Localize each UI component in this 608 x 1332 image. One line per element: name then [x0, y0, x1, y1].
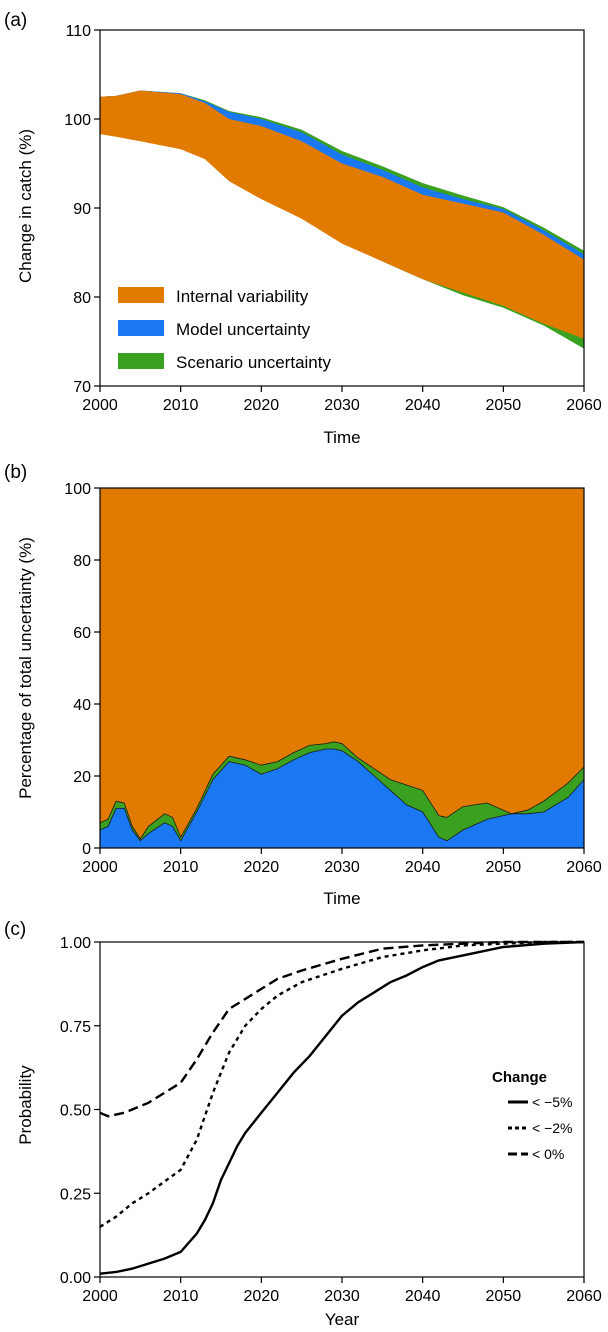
- b-xtick-label-2040: 2040: [405, 859, 441, 876]
- b-xtick-label-2050: 2050: [486, 859, 522, 876]
- c-ytick-label-1.00: 1.00: [60, 935, 91, 952]
- legend-swatch-internal-variability: [118, 287, 164, 303]
- a-ytick-label-100: 100: [64, 112, 91, 129]
- panel-c-lines: [99, 940, 585, 1275]
- area-model: [100, 749, 584, 848]
- b-xtick-label-2030: 2030: [324, 859, 360, 876]
- c-ytick-label-0.50: 0.50: [60, 1103, 91, 1120]
- a-ytick-label-70: 70: [73, 379, 91, 396]
- a-xtick-label-2060: 2060: [566, 397, 602, 414]
- panel-c-ylabel: Probability: [16, 1065, 35, 1145]
- curve-1: [99, 940, 584, 1228]
- b-ytick-label-80: 80: [73, 553, 91, 570]
- b-ytick-label-0: 0: [82, 841, 91, 858]
- c-ytick-label-0.75: 0.75: [60, 1019, 91, 1036]
- a-xtick-label-2040: 2040: [405, 397, 441, 414]
- panel-c: (c) 2000 2010 2020 2030 2040 2050 2060 0.00 0.25…: [4, 919, 602, 1329]
- b-ytick-label-100: 100: [64, 481, 91, 498]
- a-xtick-label-2020: 2020: [244, 397, 280, 414]
- panel-a-areas: [100, 90, 584, 349]
- c-xtick-label-2000: 2000: [82, 1288, 118, 1305]
- a-xtick-label-2010: 2010: [163, 397, 199, 414]
- panel-a-label: (a): [4, 10, 27, 31]
- legend-label-lt-minus5: < −5%: [532, 1094, 572, 1110]
- panel-c-axes: 2000 2010 2020 2030 2040 2050 2060 0.00 0.25 0.50…: [60, 935, 602, 1305]
- legend-swatch-scenario-uncertainty: [118, 353, 164, 369]
- c-xtick-label-2020: 2020: [244, 1288, 280, 1305]
- area-internal: [100, 488, 584, 848]
- c-ytick-label-0.00: 0.00: [60, 1270, 91, 1287]
- a-ytick-label-90: 90: [73, 201, 91, 218]
- band-internal: [100, 90, 584, 339]
- a-xtick-label-2050: 2050: [486, 397, 522, 414]
- legend-label-internal-variability: Internal variability: [176, 287, 309, 306]
- panel-c-xlabel: Year: [325, 1310, 360, 1329]
- c-ytick-label-0.25: 0.25: [60, 1186, 91, 1203]
- b-ytick-label-20: 20: [73, 769, 91, 786]
- curve-0: [99, 940, 585, 1275]
- panel-c-legend: Change < −5% < −2% < 0%: [492, 1069, 572, 1162]
- legend-label-scenario-uncertainty: Scenario uncertainty: [176, 353, 331, 372]
- c-frame: [99, 941, 585, 1278]
- legend-label-lt-0: < 0%: [532, 1146, 564, 1162]
- boundary-scenario: [99, 741, 585, 840]
- legend-label-model-uncertainty: Model uncertainty: [176, 320, 311, 339]
- panel-c-label: (c): [4, 919, 26, 940]
- panel-b: (b) 2000 2010 2020 2030 2040 2050 206002040608…: [4, 462, 602, 908]
- panel-b-xlabel: Time: [323, 889, 360, 908]
- legend-label-lt-minus2: < −2%: [532, 1120, 572, 1136]
- boundary-model: [99, 748, 585, 842]
- b-xtick-label-2010: 2010: [163, 859, 199, 876]
- panel-b-label: (b): [4, 462, 27, 483]
- b-xtick-label-2020: 2020: [244, 859, 280, 876]
- panel-a-ylabel: Change in catch (%): [16, 129, 35, 283]
- panel-b-ylabel: Percentage of total uncertainty (%): [16, 537, 35, 799]
- b-ytick-label-60: 60: [73, 625, 91, 642]
- legend-swatch-model-uncertainty: [118, 320, 164, 336]
- a-ytick-label-110: 110: [65, 23, 91, 40]
- panel-a: (a) 2000 2010 2020 2030 2040 2050 2060 70 80 90 10…: [4, 10, 602, 447]
- a-xtick-label-2000: 2000: [82, 397, 118, 414]
- c-xtick-label-2060: 2060: [566, 1288, 602, 1305]
- panel-b-areas: [99, 488, 585, 848]
- b-ytick-label-40: 40: [73, 697, 91, 714]
- b-xtick-label-2060: 2060: [566, 859, 602, 876]
- c-xtick-label-2030: 2030: [324, 1288, 360, 1305]
- a-ytick-label-80: 80: [73, 290, 91, 307]
- legend-title-change: Change: [492, 1069, 547, 1086]
- c-xtick-label-2040: 2040: [405, 1288, 441, 1305]
- panel-a-legend: Internal variability Model uncertainty S…: [118, 287, 331, 372]
- panel-a-xlabel: Time: [323, 428, 360, 447]
- b-xtick-label-2000: 2000: [82, 859, 118, 876]
- c-xtick-label-2050: 2050: [486, 1288, 522, 1305]
- curve-2: [99, 940, 584, 1118]
- c-xtick-label-2010: 2010: [163, 1288, 199, 1305]
- panel-a-axes: 2000 2010 2020 2030 2040 2050 2060 70 80 90 100 110: [64, 23, 602, 414]
- a-xtick-label-2030: 2030: [324, 397, 360, 414]
